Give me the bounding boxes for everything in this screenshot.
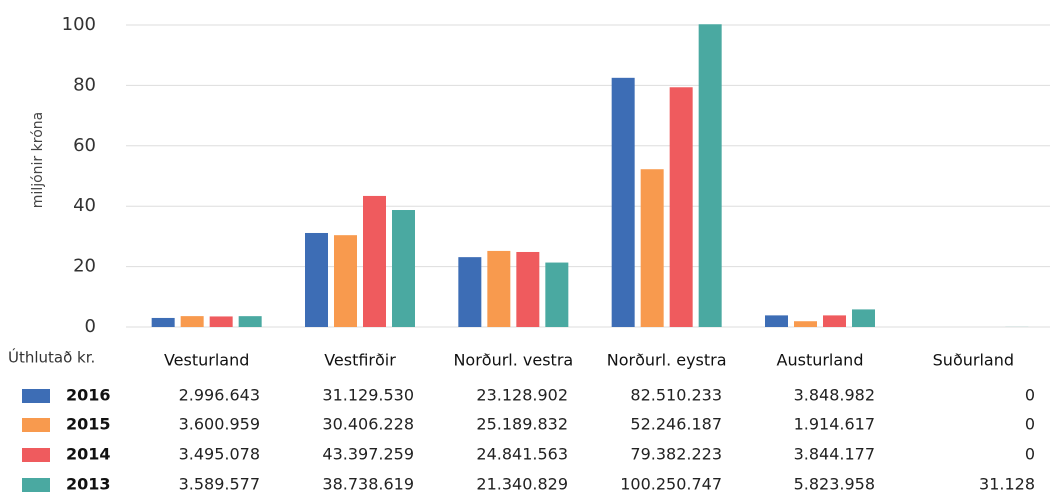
legend-label: 2016 <box>66 386 111 405</box>
table-value: 25.189.832 <box>476 415 568 434</box>
bar <box>151 317 175 327</box>
table-value: 3.495.078 <box>179 445 260 464</box>
x-tick-label: Norðurl. eystra <box>607 351 727 370</box>
x-tick-label: Suðurland <box>933 351 1014 370</box>
y-tick-label: 20 <box>73 256 96 277</box>
legend-swatch <box>22 389 50 403</box>
table-value: 1.914.617 <box>794 415 875 434</box>
table-label: Úthlutað kr. <box>8 348 95 367</box>
table-value: 3.844.177 <box>794 445 875 464</box>
y-axis-label: miljónir króna <box>30 112 46 208</box>
legend-swatch <box>22 448 50 462</box>
bar <box>516 251 540 327</box>
table-value: 2.996.643 <box>179 386 260 405</box>
y-tick-label: 0 <box>85 316 96 337</box>
bar <box>180 316 204 327</box>
table-value: 0 <box>1025 415 1035 434</box>
bar <box>392 210 415 327</box>
y-tick-label: 60 <box>73 135 96 156</box>
bar <box>487 250 511 327</box>
table-value: 0 <box>1025 445 1035 464</box>
table-value: 43.397.259 <box>322 445 414 464</box>
table-value: 5.823.958 <box>794 475 875 494</box>
y-tick-label: 40 <box>73 195 96 216</box>
legend-swatch <box>22 418 50 432</box>
table-value: 79.382.223 <box>630 445 722 464</box>
table-value: 0 <box>1025 386 1035 405</box>
bar <box>794 321 817 327</box>
table-value: 31.128 <box>979 475 1035 494</box>
legend-label: 2015 <box>66 415 111 434</box>
bar <box>669 87 693 327</box>
bar <box>363 195 386 327</box>
bar <box>458 257 482 327</box>
y-tick-label: 100 <box>62 14 96 35</box>
x-tick-label: Norðurl. vestra <box>453 351 573 370</box>
legend-label: 2014 <box>66 445 111 464</box>
bar <box>698 24 722 328</box>
bar <box>238 316 262 327</box>
bar <box>640 169 664 327</box>
table-value: 3.589.577 <box>179 475 260 494</box>
x-tick-label: Vestfirðir <box>324 351 396 370</box>
x-tick-label: Vesturland <box>164 351 249 370</box>
x-tick-label: Austurland <box>777 351 864 370</box>
table-value: 31.129.530 <box>322 386 414 405</box>
bar <box>209 316 233 327</box>
legend-swatch <box>22 478 50 492</box>
table-value: 3.848.982 <box>794 386 875 405</box>
legend-label: 2013 <box>66 475 111 494</box>
table-value: 21.340.829 <box>476 475 568 494</box>
bar <box>545 262 569 327</box>
table-value: 24.841.563 <box>476 445 568 464</box>
table-value: 100.250.747 <box>620 475 722 494</box>
bar <box>334 235 357 327</box>
y-tick-label: 80 <box>73 74 96 95</box>
bar <box>611 77 635 328</box>
table-value: 23.128.902 <box>476 386 568 405</box>
table-value: 82.510.233 <box>630 386 722 405</box>
bar <box>823 315 846 327</box>
table-value: 52.246.187 <box>630 415 722 434</box>
table-value: 38.738.619 <box>322 475 414 494</box>
table-value: 30.406.228 <box>322 415 414 434</box>
bar <box>765 315 788 327</box>
bar <box>305 232 328 327</box>
table-value: 3.600.959 <box>179 415 260 434</box>
bar <box>852 309 875 327</box>
